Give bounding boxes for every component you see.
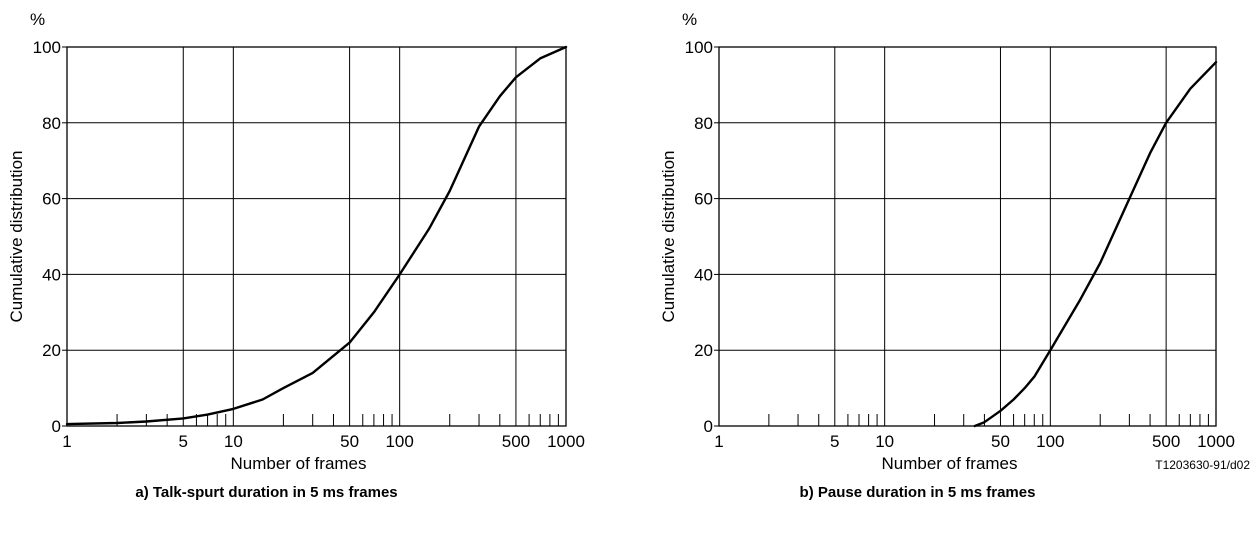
- x-tick-label: 5: [179, 432, 188, 451]
- plot-frame: [66, 46, 567, 427]
- panel-talk-spurt: 0 20 40 60 80 100 1 5 10 50 100 500 1000% Number of f…: [7, 10, 585, 501]
- y-tick-label: 0: [704, 417, 713, 436]
- cumulative-curve: [973, 61, 1218, 428]
- x-tick-label: 10: [224, 432, 243, 451]
- y-tick-label: 40: [42, 265, 61, 284]
- y-tick-label: 0: [52, 417, 61, 436]
- x-tick-label: 1: [62, 432, 71, 451]
- minor-ticks: [116, 414, 559, 426]
- x-tick-label: 1000: [547, 432, 585, 451]
- y-axis-title: Cumulative distribution: [659, 151, 678, 323]
- panel-caption: a) Talk-spurt duration in 5 ms frames: [135, 484, 397, 501]
- x-tick-label: 100: [1036, 432, 1064, 451]
- x-tick-label: 100: [385, 432, 413, 451]
- cumulative-curve: [65, 45, 568, 426]
- x-axis-title: Number of frames: [230, 454, 366, 473]
- x-tick-label: 10: [875, 432, 894, 451]
- plot-frame: [718, 46, 1217, 427]
- y-tick-label: 40: [694, 265, 713, 284]
- y-unit: %: [682, 10, 697, 29]
- figure-code: T1203630-91/d02: [1155, 458, 1250, 472]
- y-tick-label: 80: [42, 114, 61, 133]
- x-tick-label: 500: [502, 432, 530, 451]
- y-axis-title: Cumulative distribution: [7, 151, 26, 323]
- y-tick-label: 60: [694, 190, 713, 209]
- y-tick-label: 60: [42, 190, 61, 209]
- x-axis-title: Number of frames: [881, 454, 1017, 473]
- y-tick-label: 20: [694, 341, 713, 360]
- x-tick-label: 1000: [1197, 432, 1235, 451]
- x-tick-label: 1: [714, 432, 723, 451]
- panel-caption: b) Pause duration in 5 ms frames: [800, 484, 1036, 501]
- y-unit: %: [30, 10, 45, 29]
- x-tick-label: 500: [1152, 432, 1180, 451]
- minor-ticks: [768, 414, 1209, 426]
- grid: [719, 47, 1216, 426]
- y-tick-label: 100: [685, 38, 713, 57]
- x-tick-label: 50: [340, 432, 359, 451]
- x-tick-label: 50: [991, 432, 1010, 451]
- y-tick-label: 100: [33, 38, 61, 57]
- panel-pause: 0 20 40 60 80 100 1 5 10 50 100 500 1000% Number of f…: [659, 10, 1235, 501]
- y-tick-label: 80: [694, 114, 713, 133]
- x-tick-label: 5: [830, 432, 839, 451]
- y-tick-label: 20: [42, 341, 61, 360]
